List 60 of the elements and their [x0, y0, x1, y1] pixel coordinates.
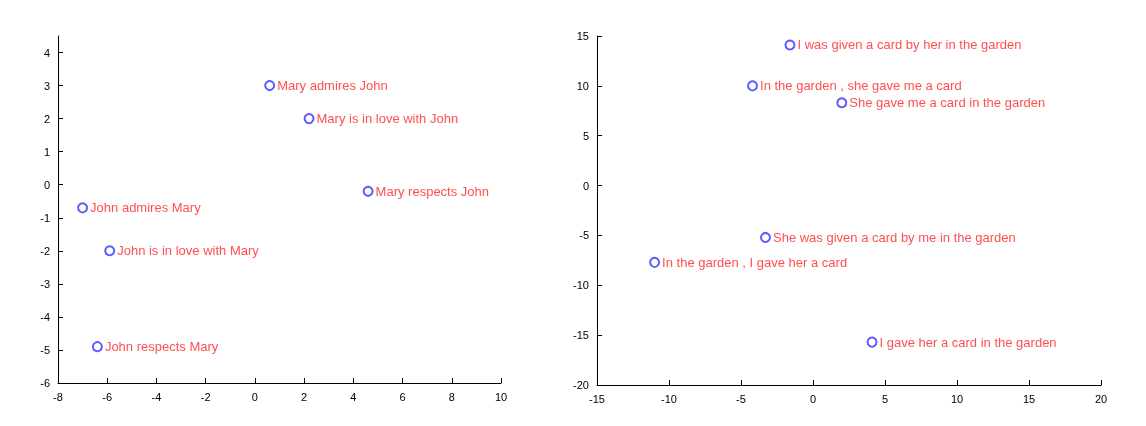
point: [784, 39, 796, 51]
point: [747, 80, 759, 92]
y-tick-label: -10: [573, 279, 589, 292]
y-tick-label: -15: [573, 329, 589, 342]
y-tick-label: 15: [576, 30, 589, 42]
data-label: She gave me a card in the garden: [849, 95, 1046, 111]
y-tick-label: -3: [40, 277, 50, 290]
data-label: I gave her a card in the garden: [879, 334, 1057, 350]
y-tick-label: 0: [582, 179, 589, 192]
y-tick-label: 5: [582, 129, 589, 142]
y-tick-label: 10: [576, 79, 589, 92]
x-tick-label: 8: [448, 390, 455, 403]
y-tick-label: -6: [40, 377, 50, 389]
y-tick-label: -5: [579, 229, 589, 242]
point: [836, 97, 848, 109]
point: [759, 231, 771, 243]
data-label: John respects Mary: [104, 339, 219, 355]
point: [362, 185, 374, 197]
x-tick-label: 4: [350, 390, 357, 403]
point: [649, 256, 661, 268]
data-label: John admires Mary: [90, 200, 202, 216]
point: [77, 202, 89, 214]
point: [303, 113, 315, 125]
point: [866, 336, 878, 348]
x-tick-label: 0: [251, 390, 258, 403]
x-tick-label: 0: [809, 392, 817, 405]
x-tick-label: 2: [301, 390, 308, 403]
x-tick-label: 6: [399, 390, 406, 403]
y-tick-label: -1: [40, 211, 50, 224]
data-label: Mary respects John: [375, 183, 490, 199]
x-tick-label: -6: [102, 390, 113, 403]
data-label: Mary is in love with John: [316, 111, 459, 127]
y-tick-label: -4: [40, 310, 50, 323]
point: [91, 341, 103, 353]
x-tick-label: -8: [53, 390, 63, 403]
x-tick-label: 15: [1022, 392, 1036, 405]
y-tick-label: -2: [40, 244, 50, 257]
x-tick-label: -10: [661, 392, 677, 405]
y-tick-label: 3: [43, 79, 50, 92]
x-tick-label: -2: [200, 390, 211, 403]
data-label: In the garden , I gave her a card: [662, 254, 848, 270]
y-tick-label: 4: [43, 46, 50, 59]
y-tick-label: 0: [43, 178, 50, 191]
y-tick-label: -20: [573, 379, 589, 391]
x-tick-label: 5: [881, 392, 889, 405]
data-label: John is in love with Mary: [117, 243, 260, 259]
x-tick-label: -5: [736, 392, 746, 405]
data-label: In the garden , she gave me a card: [760, 78, 962, 94]
x-tick-label: -4: [151, 390, 162, 403]
data-label: She was given a card by me in the garden: [772, 229, 1016, 245]
x-tick-label: 10: [950, 392, 964, 405]
x-tick-label: 20: [1094, 392, 1108, 405]
x-tick-label: 10: [494, 390, 508, 403]
data-label: Mary admires John: [277, 78, 388, 94]
y-tick-label: 2: [43, 112, 50, 125]
point: [104, 245, 116, 257]
y-tick-label: 1: [43, 145, 50, 158]
data-label: I was given a card by her in the garden: [797, 37, 1022, 53]
y-tick-label: -5: [40, 343, 50, 356]
point: [264, 80, 276, 92]
